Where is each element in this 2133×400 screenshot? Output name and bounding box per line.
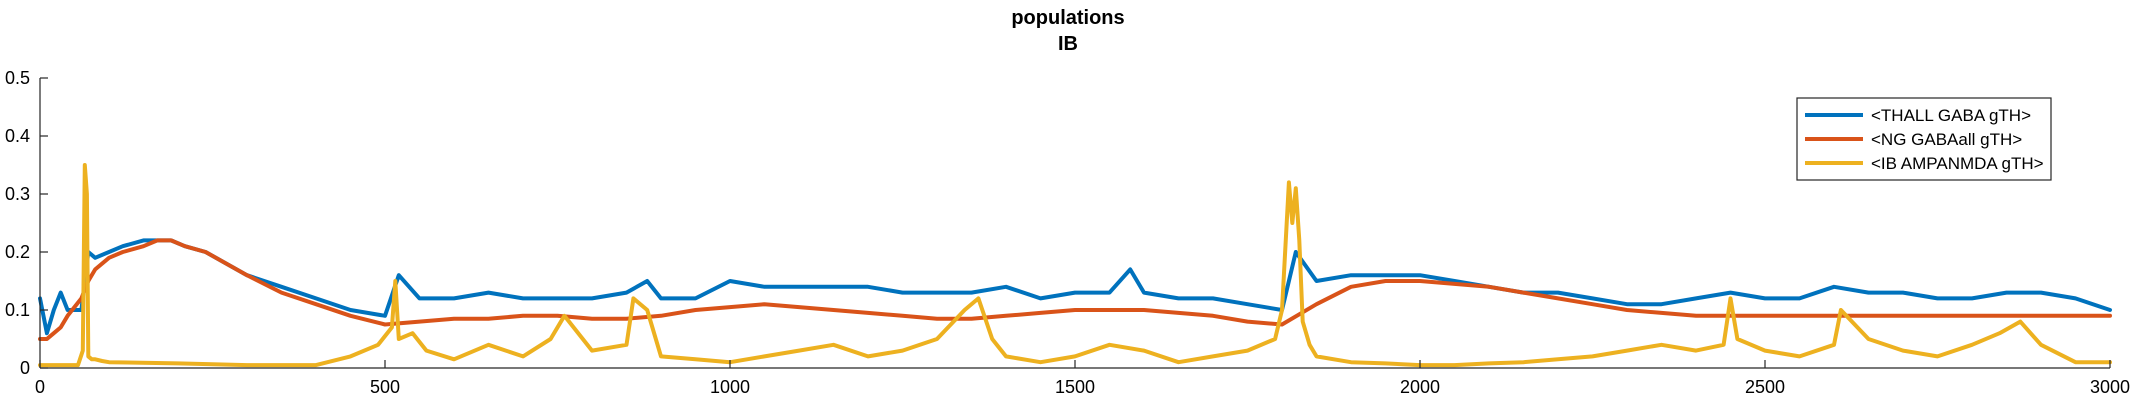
x-tick-label: 0 (35, 377, 45, 397)
y-tick-label: 0 (20, 358, 30, 378)
x-tick-label: 2500 (1745, 377, 1785, 397)
legend-label: <IB AMPANMDA gTH> (1871, 154, 2044, 173)
legend-label: <THALL GABA gTH> (1871, 106, 2031, 125)
chart-title: populations (1011, 7, 1124, 29)
chart-subtitle: IB (1058, 33, 1078, 55)
plot-area (40, 78, 2110, 368)
y-tick-label: 0.3 (5, 184, 30, 204)
x-tick-label: 3000 (2090, 377, 2130, 397)
legend: <THALL GABA gTH> <NG GABAall gTH> <IB AMPA… (1796, 97, 2052, 181)
y-tick-label: 0.1 (5, 300, 30, 320)
y-tick-label: 0.5 (5, 68, 30, 88)
x-tick-label: 1500 (1055, 377, 1095, 397)
x-tick-label: 500 (370, 377, 400, 397)
plot-background (40, 78, 2110, 368)
series-group (38, 163, 2112, 368)
legend-label: <NG GABAall gTH> (1871, 130, 2022, 149)
series-line-1 (38, 238, 2112, 341)
x-tick-label: 2000 (1400, 377, 1440, 397)
series-line-2 (38, 163, 2112, 368)
axes: 0 500 1000 1500 2000 2500 3000 0 0.1 0.2 0.3 0.4 0.5 (5, 68, 2130, 397)
y-tick-label: 0.4 (5, 126, 30, 146)
x-tick-label: 1000 (710, 377, 750, 397)
y-tick-label: 0.2 (5, 242, 30, 262)
